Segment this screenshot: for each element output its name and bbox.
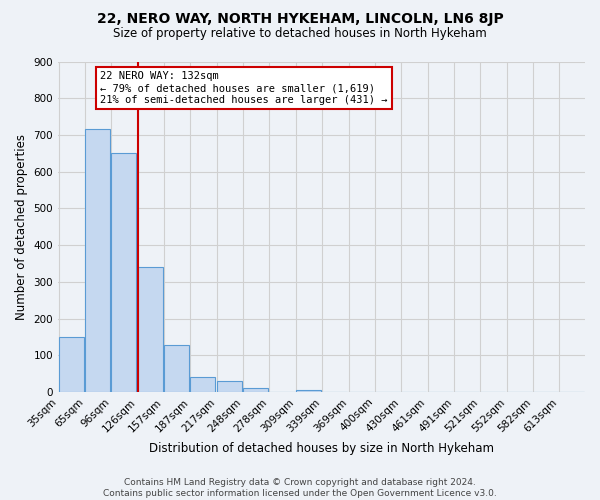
- Text: Contains HM Land Registry data © Crown copyright and database right 2024.
Contai: Contains HM Land Registry data © Crown c…: [103, 478, 497, 498]
- Y-axis label: Number of detached properties: Number of detached properties: [15, 134, 28, 320]
- Bar: [85, 130, 110, 392]
- Text: 22 NERO WAY: 132sqm
← 79% of detached houses are smaller (1,619)
21% of semi-det: 22 NERO WAY: 132sqm ← 79% of detached ho…: [100, 72, 388, 104]
- Bar: [217, 381, 242, 392]
- Bar: [59, 337, 84, 392]
- Text: 22, NERO WAY, NORTH HYKEHAM, LINCOLN, LN6 8JP: 22, NERO WAY, NORTH HYKEHAM, LINCOLN, LN…: [97, 12, 503, 26]
- Bar: [112, 154, 136, 392]
- Bar: [164, 346, 189, 392]
- Bar: [138, 267, 163, 392]
- Bar: [243, 388, 268, 392]
- Bar: [190, 376, 215, 392]
- Bar: [296, 390, 321, 392]
- X-axis label: Distribution of detached houses by size in North Hykeham: Distribution of detached houses by size …: [149, 442, 494, 455]
- Text: Size of property relative to detached houses in North Hykeham: Size of property relative to detached ho…: [113, 28, 487, 40]
